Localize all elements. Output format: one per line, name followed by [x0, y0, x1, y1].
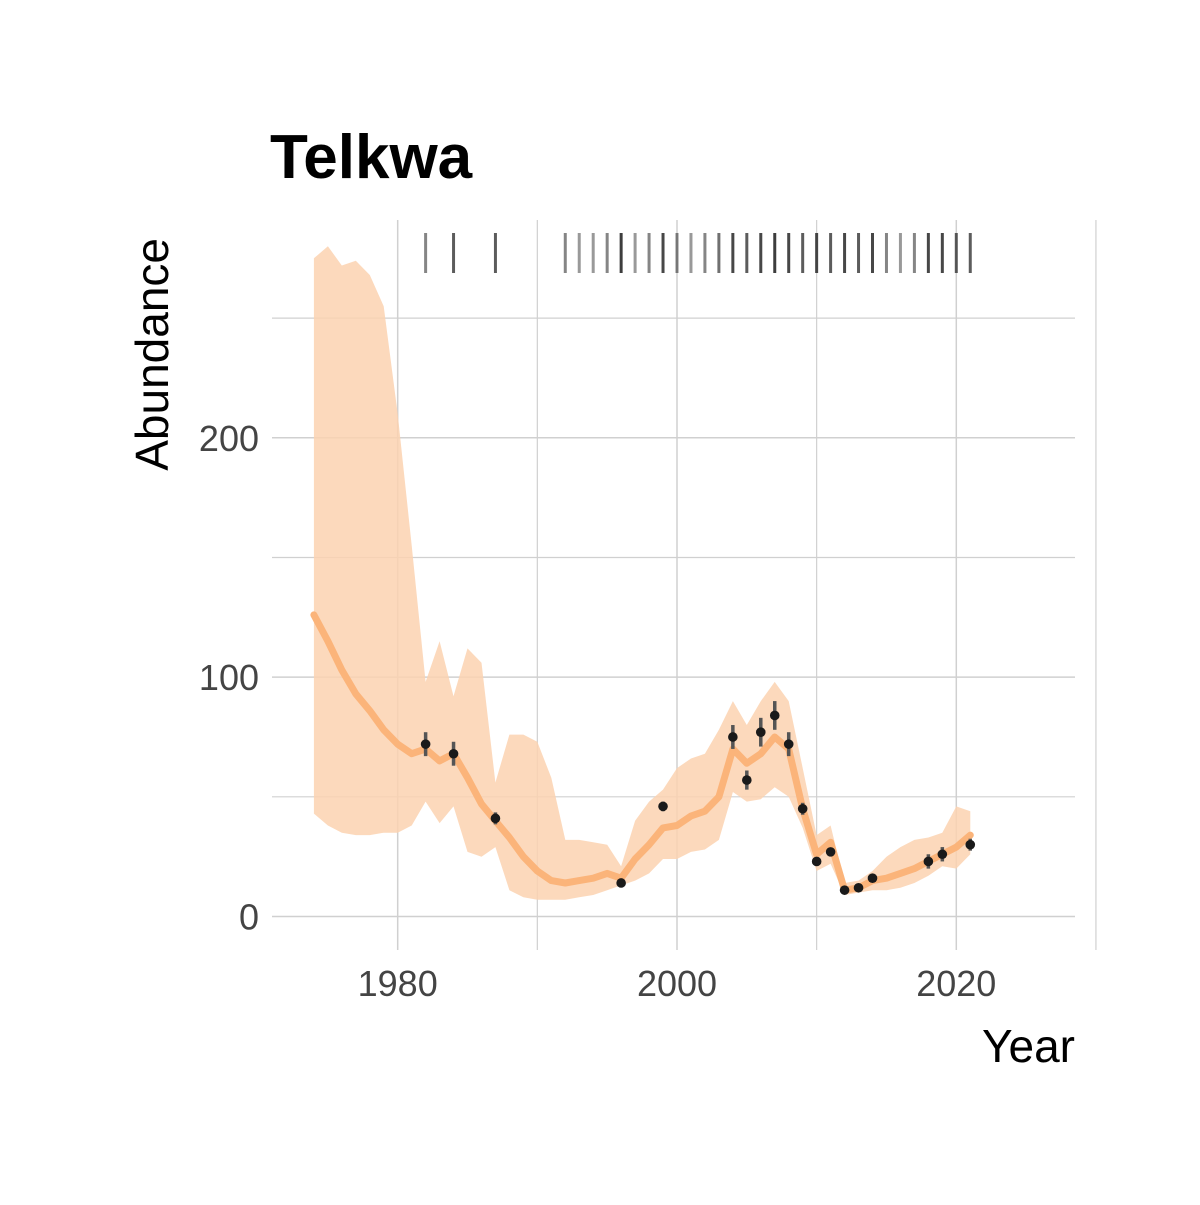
observation-point — [797, 803, 808, 814]
x-tick-label: 2000 — [637, 963, 717, 1004]
tick-label-layer: 1980 2000 2020 0 100 200 — [199, 418, 996, 1004]
x-tick-label: 1980 — [358, 963, 438, 1004]
ci-ribbon-layer — [313, 246, 971, 900]
observation-point — [490, 813, 501, 824]
observation-point — [937, 849, 948, 860]
observation-point — [728, 732, 738, 742]
observation-point — [420, 739, 431, 749]
observation-point — [811, 856, 822, 867]
observation-points-layer — [420, 701, 976, 895]
y-tick-label: 200 — [199, 418, 259, 459]
y-axis-title: Abundance — [126, 238, 178, 471]
observation-point — [783, 739, 794, 749]
observation-point — [448, 748, 459, 759]
rug-layer — [424, 233, 972, 273]
observation-point — [867, 873, 878, 883]
y-tick-label: 100 — [199, 657, 259, 698]
observation-point — [769, 710, 780, 721]
observation-point — [853, 882, 864, 893]
x-tick-label: 2020 — [916, 963, 996, 1004]
observation-point — [658, 801, 668, 812]
observation-point — [923, 856, 934, 867]
y-tick-label: 0 — [239, 896, 259, 937]
observation-point — [825, 847, 836, 857]
observation-point — [616, 878, 626, 888]
observation-point — [839, 885, 850, 895]
chart-title: Telkwa — [270, 123, 473, 192]
observation-point — [965, 839, 976, 850]
x-axis-title: Year — [982, 1020, 1075, 1072]
ci-ribbon — [313, 246, 971, 900]
observation-point — [742, 775, 752, 785]
observation-point — [755, 727, 766, 737]
